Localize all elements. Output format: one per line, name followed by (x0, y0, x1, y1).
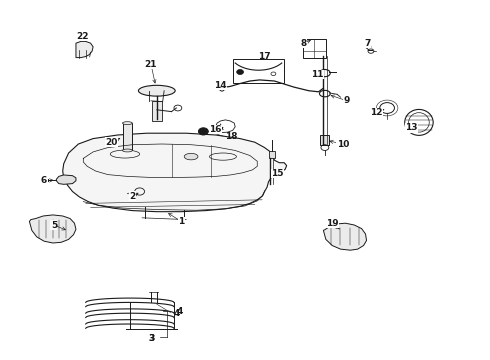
Polygon shape (29, 215, 76, 243)
Text: 10: 10 (337, 140, 349, 149)
Ellipse shape (122, 149, 132, 152)
Polygon shape (76, 41, 93, 58)
Polygon shape (56, 175, 76, 184)
Ellipse shape (122, 122, 132, 125)
Text: 20: 20 (105, 138, 118, 147)
Text: 19: 19 (326, 219, 339, 228)
Text: 17: 17 (258, 52, 271, 61)
Bar (269, 151, 275, 158)
Polygon shape (63, 133, 287, 212)
Text: 8: 8 (301, 39, 307, 48)
Text: 11: 11 (311, 70, 324, 79)
Text: 1: 1 (178, 217, 184, 226)
Text: 6: 6 (41, 176, 47, 185)
Text: 13: 13 (405, 123, 418, 132)
Bar (303, 39, 326, 58)
Bar (122, 123, 132, 150)
Text: 4: 4 (176, 307, 183, 316)
Text: 15: 15 (271, 169, 284, 178)
Text: 4: 4 (173, 309, 180, 318)
Ellipse shape (184, 153, 198, 160)
Text: 3: 3 (149, 334, 155, 343)
Text: 18: 18 (225, 132, 238, 141)
Polygon shape (323, 223, 367, 250)
Text: 3: 3 (149, 334, 155, 343)
Text: 14: 14 (214, 81, 227, 90)
Text: 22: 22 (76, 32, 89, 41)
Text: 2: 2 (129, 192, 135, 201)
Text: 21: 21 (145, 60, 157, 69)
Bar (320, 135, 329, 145)
Circle shape (198, 128, 208, 135)
Bar (233, 59, 284, 83)
Text: 16: 16 (209, 125, 222, 134)
Text: 12: 12 (370, 108, 383, 117)
Text: 7: 7 (364, 39, 371, 48)
Bar (152, 101, 162, 121)
Text: 5: 5 (51, 220, 57, 230)
Circle shape (237, 69, 244, 75)
Text: 9: 9 (343, 96, 350, 105)
Ellipse shape (138, 85, 175, 96)
